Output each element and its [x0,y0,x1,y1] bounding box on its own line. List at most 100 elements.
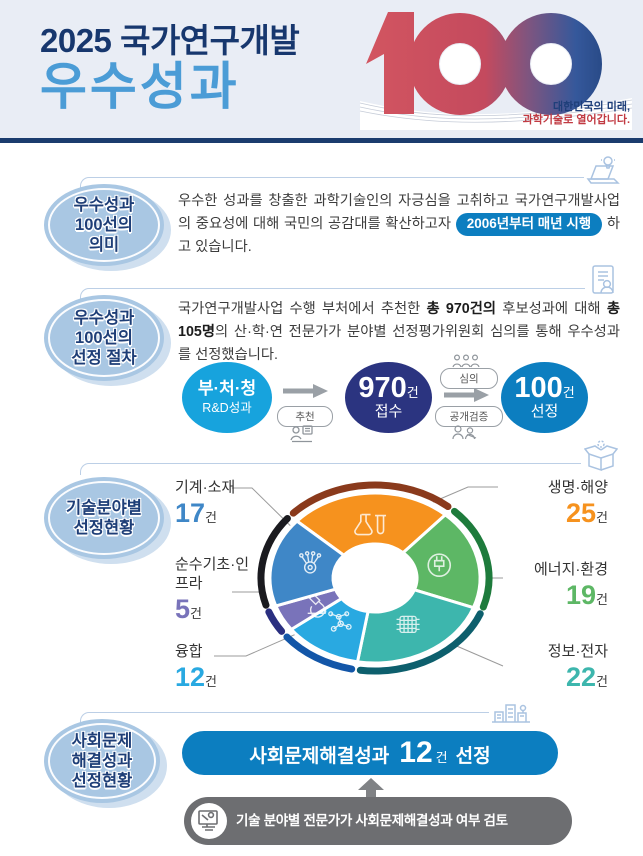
review-note-pill: 기술 분야별 전문가가 사회문제해결성과 여부 검토 [184,797,572,845]
chart-label-info: 정보·전자 22건 [505,643,608,693]
slice-value: 12 [175,661,206,692]
flow-step-number-row: 970건 [358,371,419,404]
badge-line: 우수성과 [73,196,135,214]
molecule-icon [328,611,352,632]
openbox-icon [583,440,619,477]
paragraph-process: 국가연구개발사업 수행 부처에서 추천한 총 970건의 후보성과에 대해 총 … [178,301,620,364]
logo-digit-0a [409,13,511,115]
banner-number: 12 [399,736,433,769]
flow-arrow-1 [283,384,328,398]
slice-label: 정보·전자 [547,643,608,660]
logo-digit-0b [500,13,602,115]
logo-swoosh [360,98,632,130]
slice-unit: 건 [205,509,218,525]
up-arrow-icon [358,778,384,798]
badge-line: 해결성과 [71,752,133,770]
review-note-text: 기술 분야별 전문가가 사회문제해결성과 여부 검토 [236,813,508,828]
title-line2: 우수성과 [40,57,240,115]
slice-value: 22 [565,661,597,692]
chip-icon [396,615,420,634]
donut-ring-arc [257,514,291,609]
slice-label: 순수기초·인프라 [175,556,249,592]
paragraph-text: 하고 있습니다. [178,216,620,256]
badge-line: 선정 절차 [71,349,137,367]
flow-step-subtitle: R&D성과 [202,400,252,415]
header-divider-bar [0,138,643,143]
flow-step-unit: 건 [562,384,575,400]
badge-line: 선정현황 [73,519,135,537]
flow-step-selected: 100건 선정 [501,362,588,433]
chart-label-machinery: 기계·소재 17건 [175,479,265,529]
banner-suffix: 선정 [455,746,491,767]
badge-line: 의미 [88,236,120,254]
badge-line: 100선의 [75,329,133,347]
chart-label-basic: 순수기초·인프라 5건 [175,556,255,625]
stamp-person-icon [289,424,315,451]
slice-value: 17 [175,497,206,528]
slice-unit: 건 [190,605,202,621]
flow-step-ministries: 부·처·청 R&D성과 [182,362,272,433]
flow-step-label: 접수 [374,402,403,420]
badge-line: 선정현황 [71,772,133,790]
flow-step-title: 부·처·청 [197,379,257,399]
donut-ring-arc [265,608,286,635]
badge-process: 우수성과 100선의 선정 절차 [44,295,164,381]
badge-line: 100선의 [75,216,133,234]
slice-unit: 건 [205,673,218,689]
slice-unit: 건 [596,673,608,689]
flask-icon [354,513,387,536]
badge-fields: 기술분야별 선정현황 [44,477,164,559]
since-2006-pill: 2006년부터 매년 시행 [455,213,603,236]
logo-tagline-1: 대한민국의 미래, [553,99,630,113]
laptop-idea-icon [585,154,621,190]
buildings-icon [492,698,530,729]
slice-label: 기계·소재 [175,479,236,496]
flow-step-number: 970 [358,371,407,404]
section-divider-1 [80,177,584,189]
donut-ring-arc [450,507,493,611]
badge-social: 사회문제 해결성과 선정현황 [44,719,160,803]
slice-value: 5 [175,593,191,624]
flow-arrow-2 [444,388,489,402]
donut-chart [214,481,504,675]
header: 2025 국가연구개발 우수성과 [0,0,643,138]
section-divider-3 [80,463,581,475]
badge-line: 우수성과 [73,309,135,327]
social-result-banner: 사회문제해결성과 12 건 선정 [182,731,558,775]
slice-unit: 건 [596,591,608,607]
paragraph-text: 우수한 성과를 창출한 과학기술인의 자긍심을 고취하고 국가연구개발사업의 중… [178,193,620,233]
donut-ring-arc [283,633,356,673]
logo-tagline-2: 과학기술로 열어갑니다. [523,112,630,126]
slice-label: 에너지·환경 [534,561,608,578]
flow-step-unit: 건 [406,384,419,400]
flow-step-number: 100 [514,371,563,404]
page-title: 2025 국가연구개발 우수성과 [40,22,300,115]
donut-ring-arc [289,481,452,517]
slice-value: 25 [565,497,597,528]
logo-digit-1 [366,12,414,114]
section-divider-2 [80,288,585,300]
section-divider-4 [80,712,489,724]
gear-network-icon [299,551,322,574]
plug-icon [427,553,452,578]
badge-line: 기술분야별 [66,499,142,517]
report-icon [589,264,617,303]
flow-pill-public-verification: 공개검증 [435,406,503,427]
donut-slice [295,491,447,557]
banner-unit: 건 [435,750,448,765]
chart-label-life: 생명·해양 25건 [500,479,608,529]
slice-value: 19 [565,579,597,610]
people-2-icon [452,424,480,447]
people-3-icon [452,354,480,373]
flow-step-number-row: 100건 [514,371,575,404]
badge-line: 사회문제 [71,732,133,750]
logo-100: 대한민국의 미래, 과학기술로 열어갑니다. [359,12,633,130]
flow-step-label: 선정 [530,402,559,420]
slice-label: 융합 [175,643,203,660]
slice-label: 생명·해양 [547,479,608,496]
donut-ring-arc [356,610,484,675]
flow-step-received: 970건 접수 [345,362,432,433]
title-line1: 2025 국가연구개발 [40,22,300,59]
banner-prefix: 사회문제해결성과 [249,746,390,767]
